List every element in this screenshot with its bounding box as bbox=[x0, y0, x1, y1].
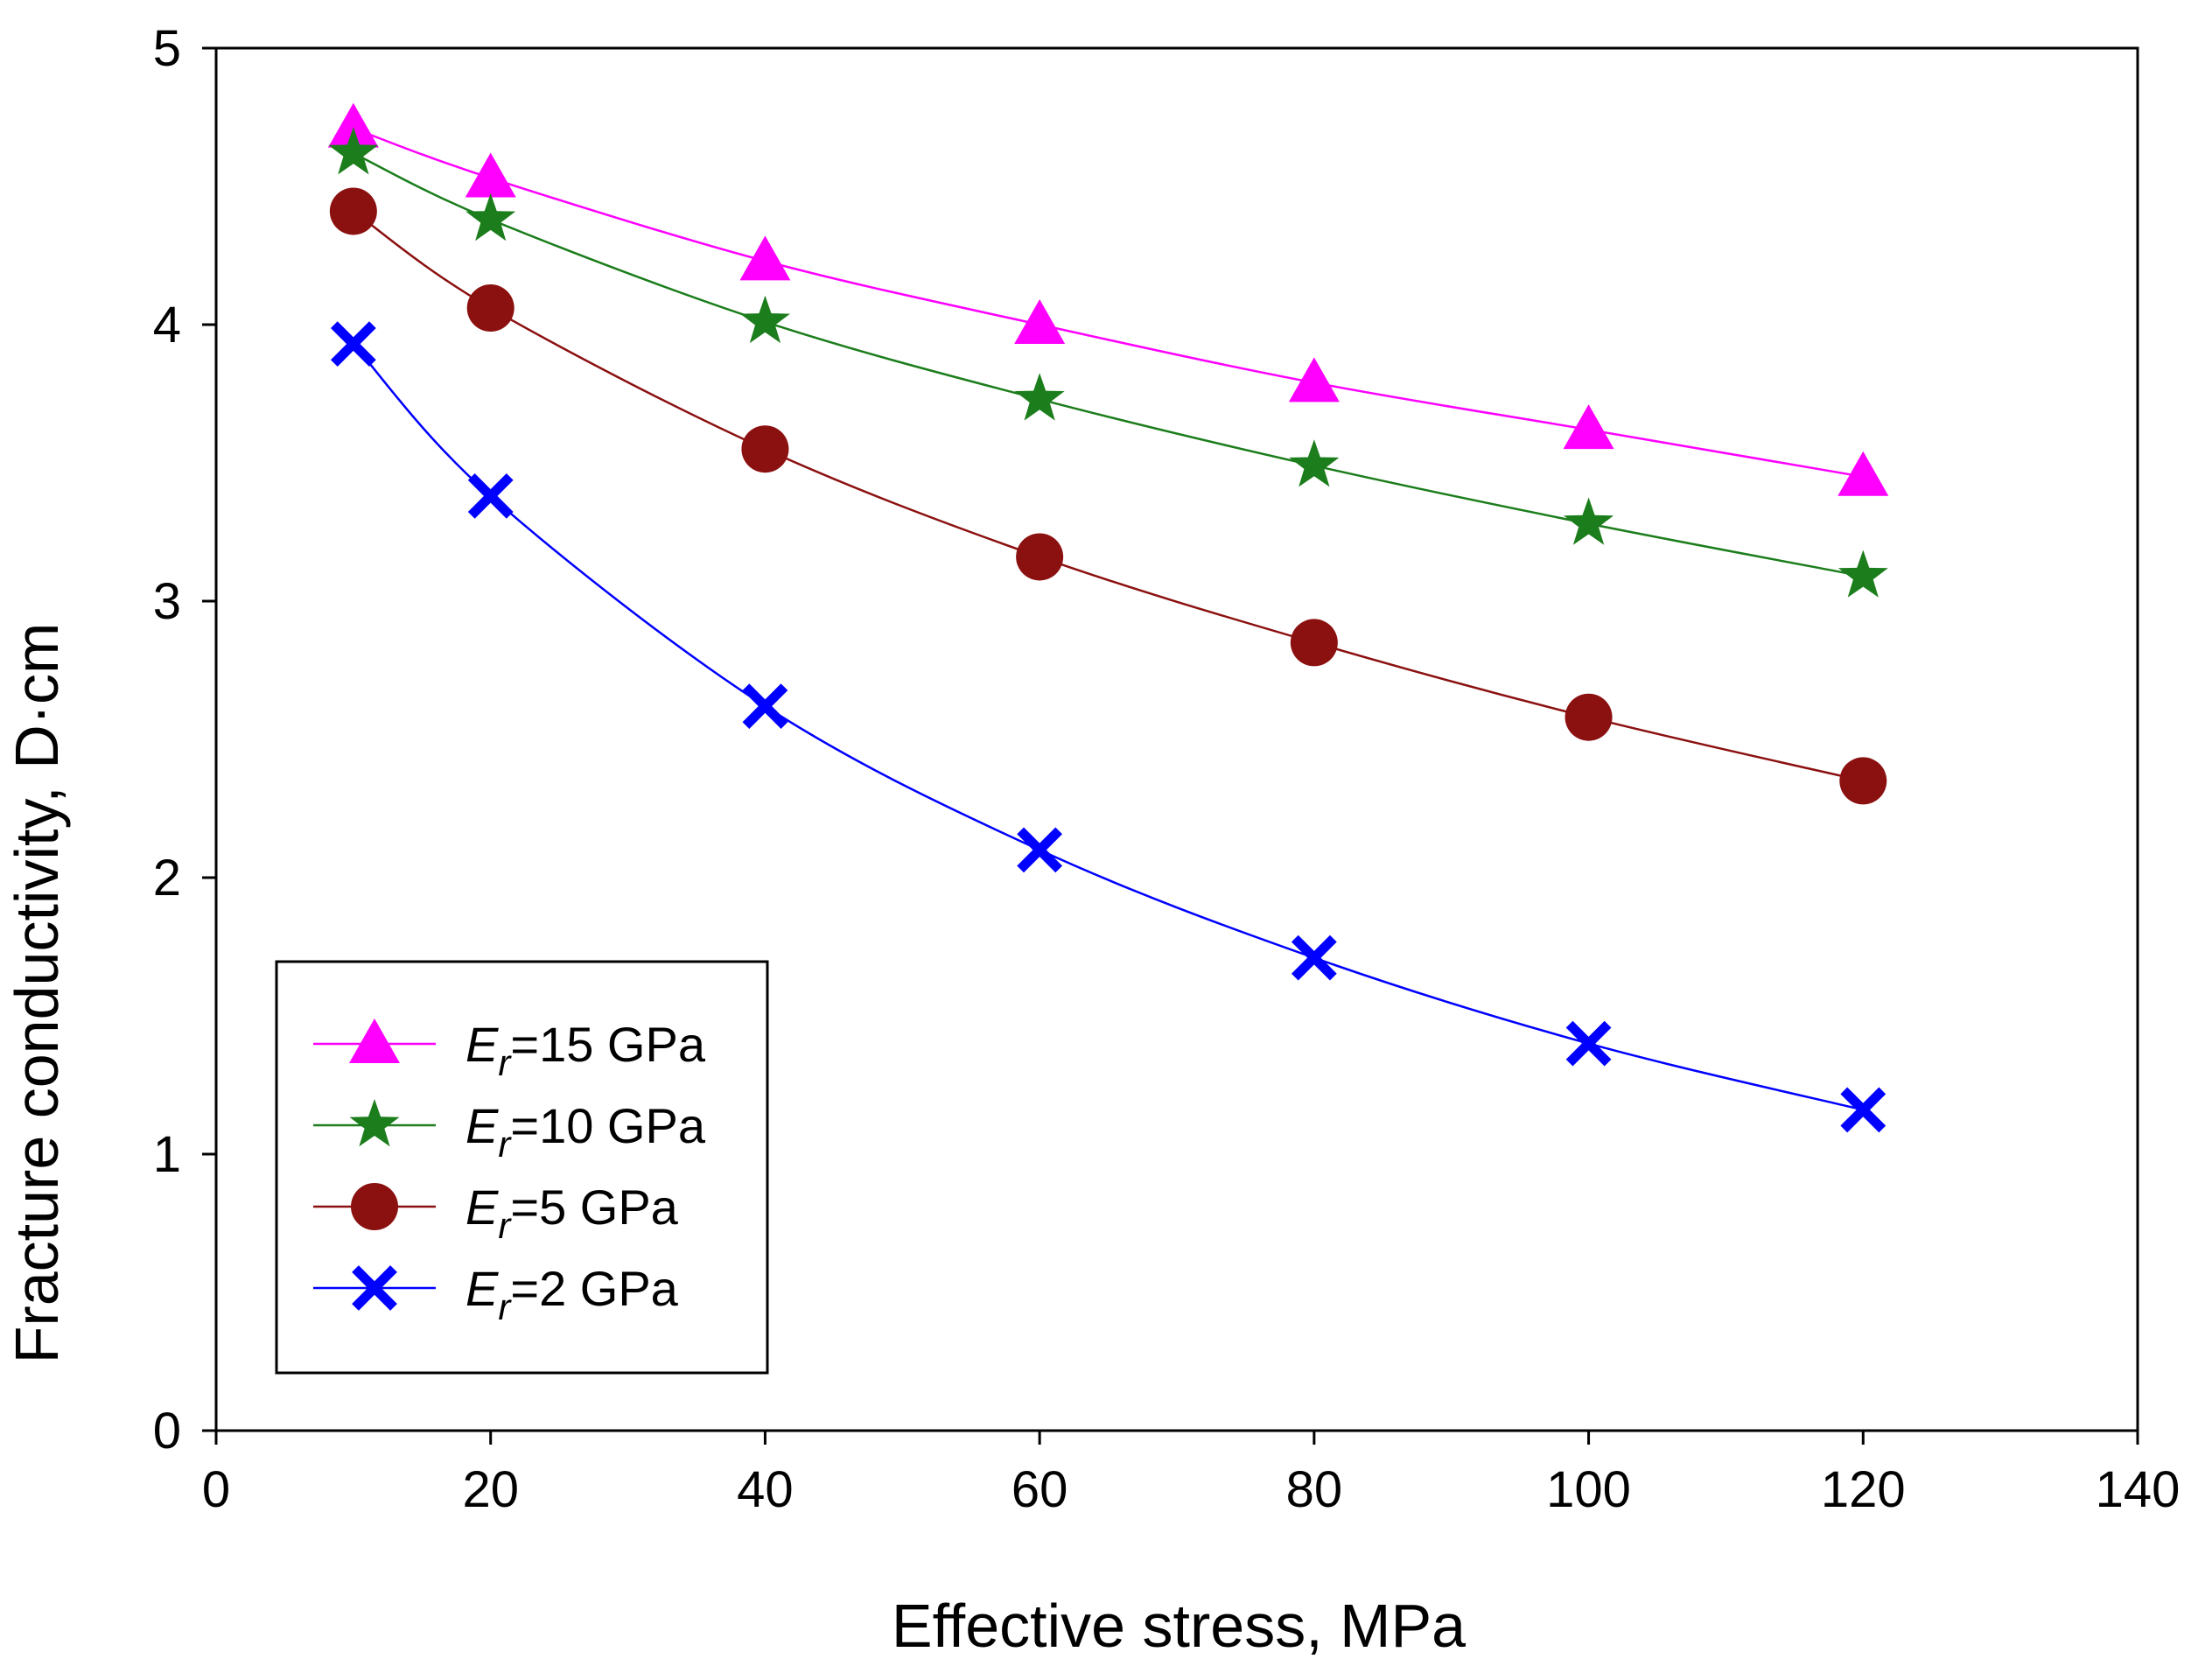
legend-label-subscript: r bbox=[498, 1205, 512, 1246]
legend-marker bbox=[352, 1265, 397, 1311]
data-point bbox=[1017, 827, 1063, 873]
legend-label: Er=5 GPa bbox=[466, 1180, 679, 1246]
data-point bbox=[1014, 299, 1066, 344]
legend-label: Er=15 GPa bbox=[466, 1017, 706, 1083]
data-point bbox=[329, 187, 377, 235]
data-point bbox=[1838, 550, 1888, 598]
data-point bbox=[1289, 439, 1340, 487]
y-tick-label: 1 bbox=[153, 1126, 181, 1183]
legend-label-value: =10 GPa bbox=[510, 1098, 705, 1153]
series-star bbox=[328, 127, 1888, 598]
x-axis-title: Effective stress, MPa bbox=[892, 1592, 1466, 1660]
x-tick-label: 100 bbox=[1546, 1461, 1631, 1518]
data-point bbox=[465, 152, 516, 198]
data-point bbox=[1014, 373, 1065, 421]
legend-label-value: =2 GPa bbox=[510, 1261, 678, 1316]
x-tick-label: 40 bbox=[737, 1461, 794, 1518]
data-point bbox=[739, 235, 791, 281]
data-point bbox=[330, 321, 376, 368]
y-tick-label: 0 bbox=[153, 1403, 181, 1460]
legend-label-symbol: E bbox=[466, 1098, 499, 1153]
data-point bbox=[742, 683, 788, 729]
legend-label-subscript: r bbox=[498, 1042, 512, 1083]
legend-label: Er=10 GPa bbox=[466, 1098, 706, 1165]
series-circle bbox=[329, 187, 1887, 805]
legend-label-symbol: E bbox=[466, 1180, 499, 1235]
x-tick-label: 0 bbox=[202, 1461, 230, 1518]
legend-marker bbox=[349, 1099, 400, 1147]
data-point bbox=[1290, 619, 1338, 667]
data-point bbox=[1563, 404, 1614, 450]
legend-label-subscript: r bbox=[498, 1286, 512, 1327]
data-point bbox=[1839, 757, 1887, 805]
y-tick-label: 2 bbox=[153, 850, 181, 906]
data-point bbox=[327, 102, 379, 148]
data-point bbox=[739, 295, 790, 344]
x-tick-label: 60 bbox=[1012, 1461, 1068, 1518]
legend-marker bbox=[351, 1183, 398, 1230]
legend-label-symbol: E bbox=[466, 1261, 499, 1316]
data-point bbox=[1564, 497, 1614, 545]
legend-item: Er=15 GPa bbox=[313, 1017, 706, 1083]
data-point bbox=[467, 473, 514, 519]
legend-item: Er=10 GPa bbox=[313, 1098, 706, 1165]
plot-frame bbox=[214, 46, 2139, 1432]
data-point bbox=[466, 192, 516, 242]
data-point bbox=[741, 425, 789, 473]
data-point bbox=[1565, 1020, 1612, 1067]
legend-label-value: =5 GPa bbox=[510, 1180, 678, 1235]
data-point bbox=[328, 127, 379, 175]
series-x bbox=[330, 321, 1886, 1133]
data-point bbox=[1840, 1087, 1886, 1133]
data-point bbox=[466, 284, 514, 332]
y-tick-label: 4 bbox=[153, 297, 181, 354]
y-tick-label: 3 bbox=[153, 573, 181, 630]
x-tick-label: 120 bbox=[1821, 1461, 1906, 1518]
data-point bbox=[1564, 693, 1613, 741]
data-point bbox=[1016, 533, 1064, 581]
legend-label-value: =15 GPa bbox=[510, 1017, 705, 1072]
legend-label-subscript: r bbox=[498, 1124, 512, 1165]
legend-item: Er=2 GPa bbox=[313, 1261, 679, 1327]
legend-label-symbol: E bbox=[466, 1017, 499, 1072]
data-point bbox=[1288, 357, 1340, 402]
legend-marker bbox=[349, 1018, 400, 1063]
x-tick-label: 80 bbox=[1286, 1461, 1343, 1518]
y-axis-title: Fracture conductivity, D·cm bbox=[3, 623, 71, 1364]
x-tick-label: 20 bbox=[462, 1461, 519, 1518]
legend-label: Er=2 GPa bbox=[466, 1261, 679, 1327]
plot-area: 0 20 40 60 80 100 120 140 0 1 2 3 4 5 bbox=[153, 20, 2180, 1518]
data-point bbox=[1291, 934, 1337, 981]
x-tick-label: 140 bbox=[2096, 1461, 2180, 1518]
data-point bbox=[1838, 451, 1889, 496]
y-tick-label: 5 bbox=[153, 20, 181, 77]
series-triangle bbox=[327, 102, 1889, 496]
legend-item: Er=5 GPa bbox=[313, 1180, 679, 1246]
